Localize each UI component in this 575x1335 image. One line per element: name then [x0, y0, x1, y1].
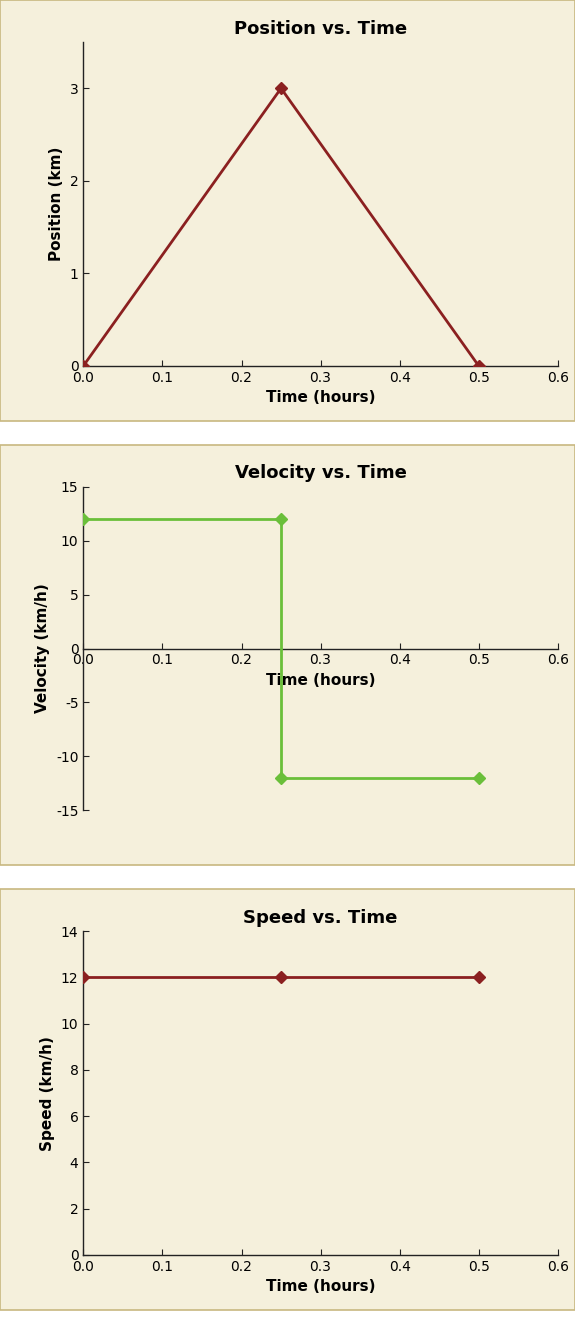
Title: Speed vs. Time: Speed vs. Time	[243, 909, 398, 926]
Title: Velocity vs. Time: Velocity vs. Time	[235, 465, 407, 482]
X-axis label: Time (hours): Time (hours)	[266, 673, 375, 688]
X-axis label: Time (hours): Time (hours)	[266, 390, 375, 406]
Y-axis label: Position (km): Position (km)	[49, 147, 64, 262]
X-axis label: Time (hours): Time (hours)	[266, 1279, 375, 1295]
Y-axis label: Speed (km/h): Speed (km/h)	[40, 1036, 55, 1151]
Title: Position vs. Time: Position vs. Time	[234, 20, 407, 37]
Y-axis label: Velocity (km/h): Velocity (km/h)	[36, 583, 51, 713]
